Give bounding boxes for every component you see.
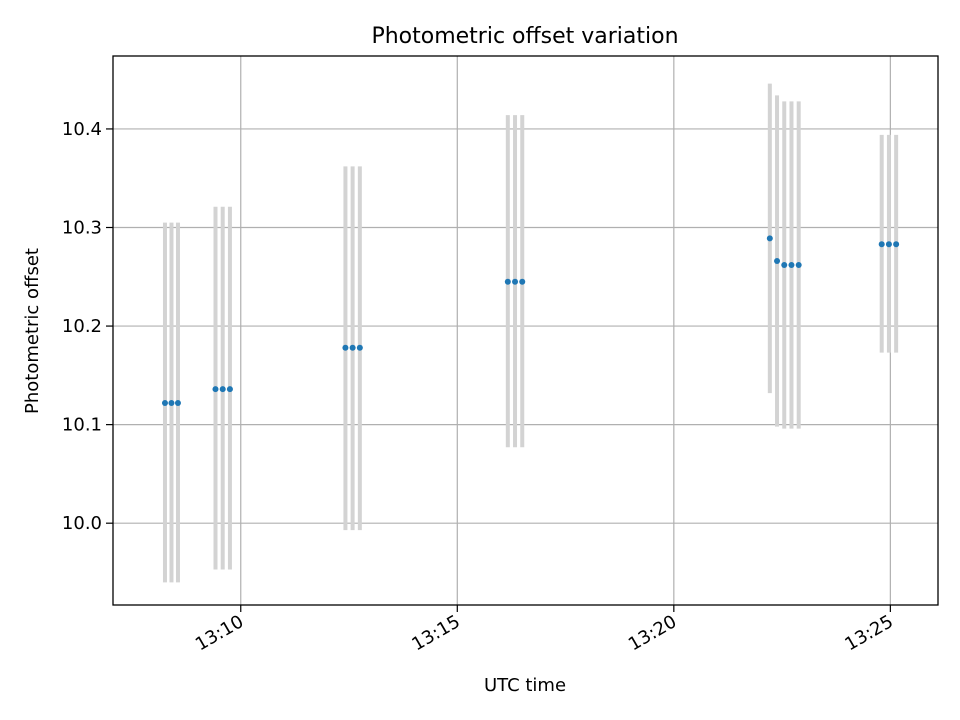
data-point (356, 344, 363, 351)
y-tick-label: 10.1 (62, 415, 102, 436)
y-axis-ticks: 10.0 10.1 10.2 10.3 10.4 (62, 119, 113, 534)
data-point (788, 261, 795, 268)
chart-title: Photometric offset variation (371, 24, 678, 49)
data-point (504, 278, 511, 285)
data-point (349, 344, 356, 351)
data-point (168, 399, 175, 406)
plot-area-frame (112, 55, 939, 606)
data-point (226, 386, 233, 393)
data-point (885, 241, 892, 248)
data-point (781, 261, 788, 268)
data-point (161, 399, 168, 406)
data-point (795, 261, 802, 268)
data-point (174, 399, 181, 406)
data-point (774, 258, 781, 265)
data-points (161, 235, 900, 406)
data-point (519, 278, 526, 285)
x-axis-label: UTC time (484, 675, 566, 696)
y-axis-label: Photometric offset (22, 248, 43, 414)
data-point (878, 241, 885, 248)
data-point (342, 344, 349, 351)
data-point (512, 278, 519, 285)
data-point (766, 235, 773, 242)
y-tick-label: 10.0 (62, 513, 102, 534)
data-point (219, 386, 226, 393)
data-point (893, 241, 900, 248)
y-tick-label: 10.2 (62, 316, 102, 337)
y-tick-label: 10.3 (62, 218, 102, 239)
data-point (212, 386, 219, 393)
y-tick-label: 10.4 (62, 119, 102, 140)
